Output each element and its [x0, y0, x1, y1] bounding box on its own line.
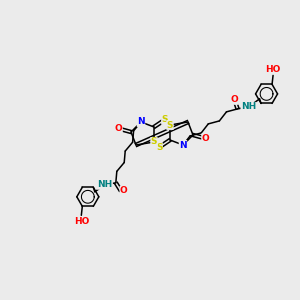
Text: N: N — [137, 118, 145, 127]
Text: O: O — [120, 186, 128, 195]
Text: S: S — [162, 115, 168, 124]
Text: NH: NH — [241, 102, 256, 111]
Text: O: O — [231, 95, 239, 104]
Text: NH: NH — [97, 180, 112, 189]
Text: O: O — [202, 134, 209, 143]
Text: N: N — [179, 140, 187, 149]
Text: S: S — [167, 121, 173, 130]
Text: S: S — [151, 137, 157, 146]
Text: S: S — [156, 143, 162, 152]
Text: HO: HO — [74, 217, 89, 226]
Text: HO: HO — [266, 65, 281, 74]
Text: O: O — [115, 124, 122, 133]
